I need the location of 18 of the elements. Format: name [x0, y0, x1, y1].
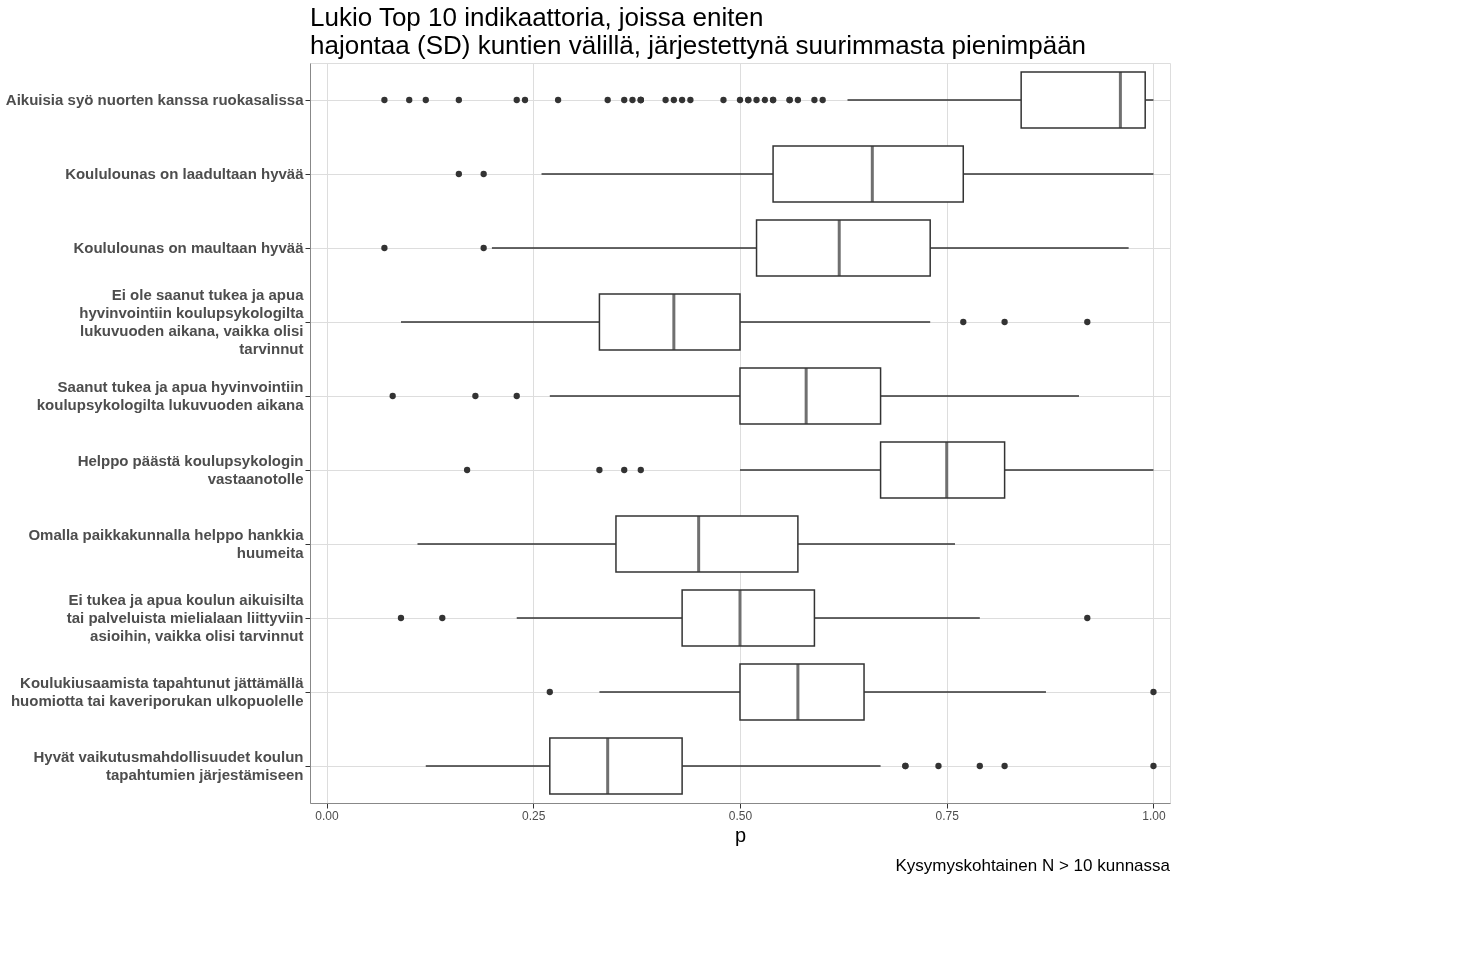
- y-tick-label: Omalla paikkakunnalla helppo hankkia huumeita: [28, 526, 305, 561]
- x-tick-label: 0.50: [728, 808, 753, 823]
- y-tick-label: Ei ole saanut tukea ja apua hyvinvointiin koulupsykologilta lukuvuoden aikana, vaikka olisi tarvinnut: [79, 286, 305, 357]
- y-tick-label: Aikuisia syö nuorten kanssa ruokasalissa: [5, 91, 305, 108]
- y-tick-label: Koululounas on maultaan hyvää: [73, 239, 305, 256]
- text: Kysymyskohtainen N > 10 kunnassa: [895, 856, 1171, 875]
- x-axis-title: p: [734, 823, 747, 846]
- x-tick-label: 0.75: [935, 808, 960, 823]
- y-tick-label: Hyvät vaikutusmahdollisuudet koulun tapahtumien järjestämiseen: [33, 748, 304, 783]
- y-tick-label: Saanut tukea ja apua hyvinvointiin koulupsykologilta lukuvuoden aikana: [36, 378, 305, 413]
- y-tick-label: Ei tukea ja apua koulun aikuisilta tai palveluista mielialaan liittyviin asioihin, vaikka olisi tarvinnut: [66, 591, 305, 644]
- x-tick-label: 0.00: [315, 808, 340, 823]
- y-tick-label: Helppo päästä koulupsykologin vastaanotolle: [77, 452, 304, 487]
- y-tick-label: Koulukiusaamista tapahtunut jättämällä huomiotta tai kaveriporukan ulkopuolelle: [10, 674, 305, 709]
- y-tick-label: Koululounas on laadultaan hyvää: [65, 165, 305, 182]
- chart-title: Lukio Top 10 indikaattoria, joissa eniten hajontaa (SD) kuntien välillä, järjestettynä suurimmasta pienimpään: [310, 2, 1087, 60]
- x-tick-label: 0.25: [522, 808, 546, 823]
- x-tick-label: 1.00: [1142, 808, 1166, 823]
